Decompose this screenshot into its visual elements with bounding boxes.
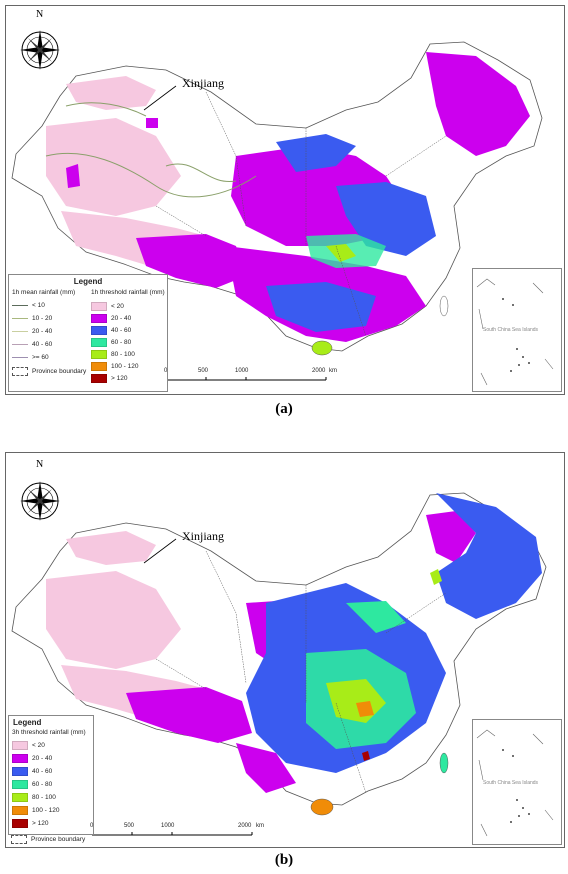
- inset-south-china-sea: South China Sea Islands: [472, 719, 562, 845]
- scale-tick: 2000: [238, 823, 252, 829]
- legend-threshold-header: 1h threshold rainfall (mm): [91, 289, 165, 296]
- china-map-a: [11, 30, 543, 381]
- region-lt20-north: [66, 531, 156, 565]
- legend-threshold-item: > 120: [91, 374, 127, 383]
- region-label-xinjiang: Xinjiang: [182, 529, 224, 543]
- region-20-40-xj1: [146, 118, 158, 128]
- region-lt20-west: [46, 571, 181, 669]
- inset-label: South China Sea Islands: [483, 327, 539, 333]
- china-map-b: [11, 481, 547, 836]
- legend-threshold-item: 80 - 100: [12, 793, 56, 802]
- region-20-40-ne: [426, 511, 476, 563]
- mean-rainfall-contour: [165, 163, 237, 183]
- scale-tick: 1000: [161, 823, 175, 829]
- legend-threshold-item: 80 - 100: [91, 350, 135, 359]
- scale-bar: [165, 377, 327, 381]
- legend-boundary-item: Province boundary: [12, 367, 86, 376]
- legend-threshold-item: 20 - 40: [12, 754, 52, 763]
- region-40-60-north: [276, 134, 356, 172]
- taiwan-island: [439, 752, 449, 774]
- region-80-100: [326, 244, 356, 262]
- legend-a: Legend 1h mean rainfall (mm) 1h threshol…: [8, 274, 168, 392]
- region-20-40-tibet: [136, 234, 246, 288]
- map-panel-b: N Xinjiang Legend 3h threshold rainfall …: [5, 452, 565, 848]
- province-boundary: [155, 91, 447, 337]
- north-label: N: [36, 459, 44, 470]
- region-20-40-tibet: [126, 687, 252, 743]
- legend-mean-item: 20 - 40: [12, 328, 52, 335]
- scale-tick: 500: [124, 823, 135, 829]
- legend-mean-header: 1h mean rainfall (mm): [12, 289, 76, 296]
- legend-threshold-item: 40 - 60: [91, 326, 131, 335]
- legend-threshold-item: 100 - 120: [12, 806, 59, 815]
- region-20-40-ne: [426, 52, 530, 156]
- legend-mean-item: 10 - 20: [12, 315, 52, 322]
- mean-rainfall-contour: [65, 102, 147, 117]
- inset-map: [476, 278, 554, 386]
- mean-rainfall-contour: [45, 152, 257, 198]
- panel-caption-a: (a): [275, 401, 293, 417]
- region-lt20-north: [66, 76, 156, 110]
- legend-threshold-item: < 20: [12, 741, 45, 750]
- xinjiang-pointer: [143, 85, 177, 111]
- scale-tick: 500: [198, 368, 209, 374]
- region-gt120: [362, 751, 370, 761]
- region-80-100-ne: [430, 569, 442, 585]
- legend-threshold-item: 40 - 60: [12, 767, 52, 776]
- inset-south-china-sea: South China Sea Islands: [472, 268, 562, 392]
- legend-b: Legend 3h threshold rainfall (mm) < 20 2…: [8, 715, 94, 835]
- inset-label: South China Sea Islands: [483, 780, 539, 786]
- legend-title: Legend: [73, 277, 103, 286]
- scale-unit: km: [329, 368, 337, 374]
- map-panel-a: N Xinjiang Legend 1h mean rainfall (mm) …: [5, 5, 565, 395]
- region-40-60-south: [266, 282, 376, 332]
- legend-mean-item: < 10: [12, 302, 45, 309]
- legend-title: Legend: [13, 718, 42, 727]
- region-40-60-ne: [436, 493, 542, 619]
- legend-threshold-item: 60 - 80: [12, 780, 52, 789]
- legend-mean-item: >= 60: [12, 354, 49, 361]
- panel-caption-b: (b): [274, 852, 294, 868]
- taiwan-island: [439, 295, 449, 317]
- scale-tick: 0: [164, 368, 168, 374]
- region-100-120: [356, 701, 374, 717]
- region-lt20-west: [46, 118, 181, 216]
- scale-tick: 2000: [312, 368, 326, 374]
- compass-rose-icon: [20, 30, 60, 70]
- scale-tick: 1000: [235, 368, 249, 374]
- province-boundary: [155, 550, 447, 794]
- hainan-island: [310, 798, 334, 816]
- xinjiang-pointer: [143, 538, 177, 564]
- region-60-80-north: [346, 601, 406, 633]
- legend-threshold-item: 20 - 40: [91, 314, 131, 323]
- legend-threshold-item: < 20: [91, 302, 124, 311]
- inset-map: [476, 729, 554, 837]
- region-20-40-xj2: [66, 164, 80, 188]
- region-label-xinjiang: Xinjiang: [182, 76, 224, 90]
- legend-boundary-item: Province boundary: [11, 835, 85, 844]
- legend-mean-item: 40 - 60: [12, 341, 52, 348]
- legend-threshold-item: 100 - 120: [91, 362, 138, 371]
- compass-rose-icon: [20, 481, 60, 521]
- scale-unit: km: [256, 823, 264, 829]
- scale-bar: [91, 832, 253, 836]
- legend-threshold-header: 3h threshold rainfall (mm): [12, 729, 86, 736]
- legend-threshold-item: 60 - 80: [91, 338, 131, 347]
- hainan-island: [311, 340, 333, 356]
- region-20-40-south: [236, 743, 296, 793]
- north-label: N: [36, 9, 44, 20]
- scale-tick: 0: [90, 823, 94, 829]
- legend-threshold-item: > 120: [12, 819, 48, 828]
